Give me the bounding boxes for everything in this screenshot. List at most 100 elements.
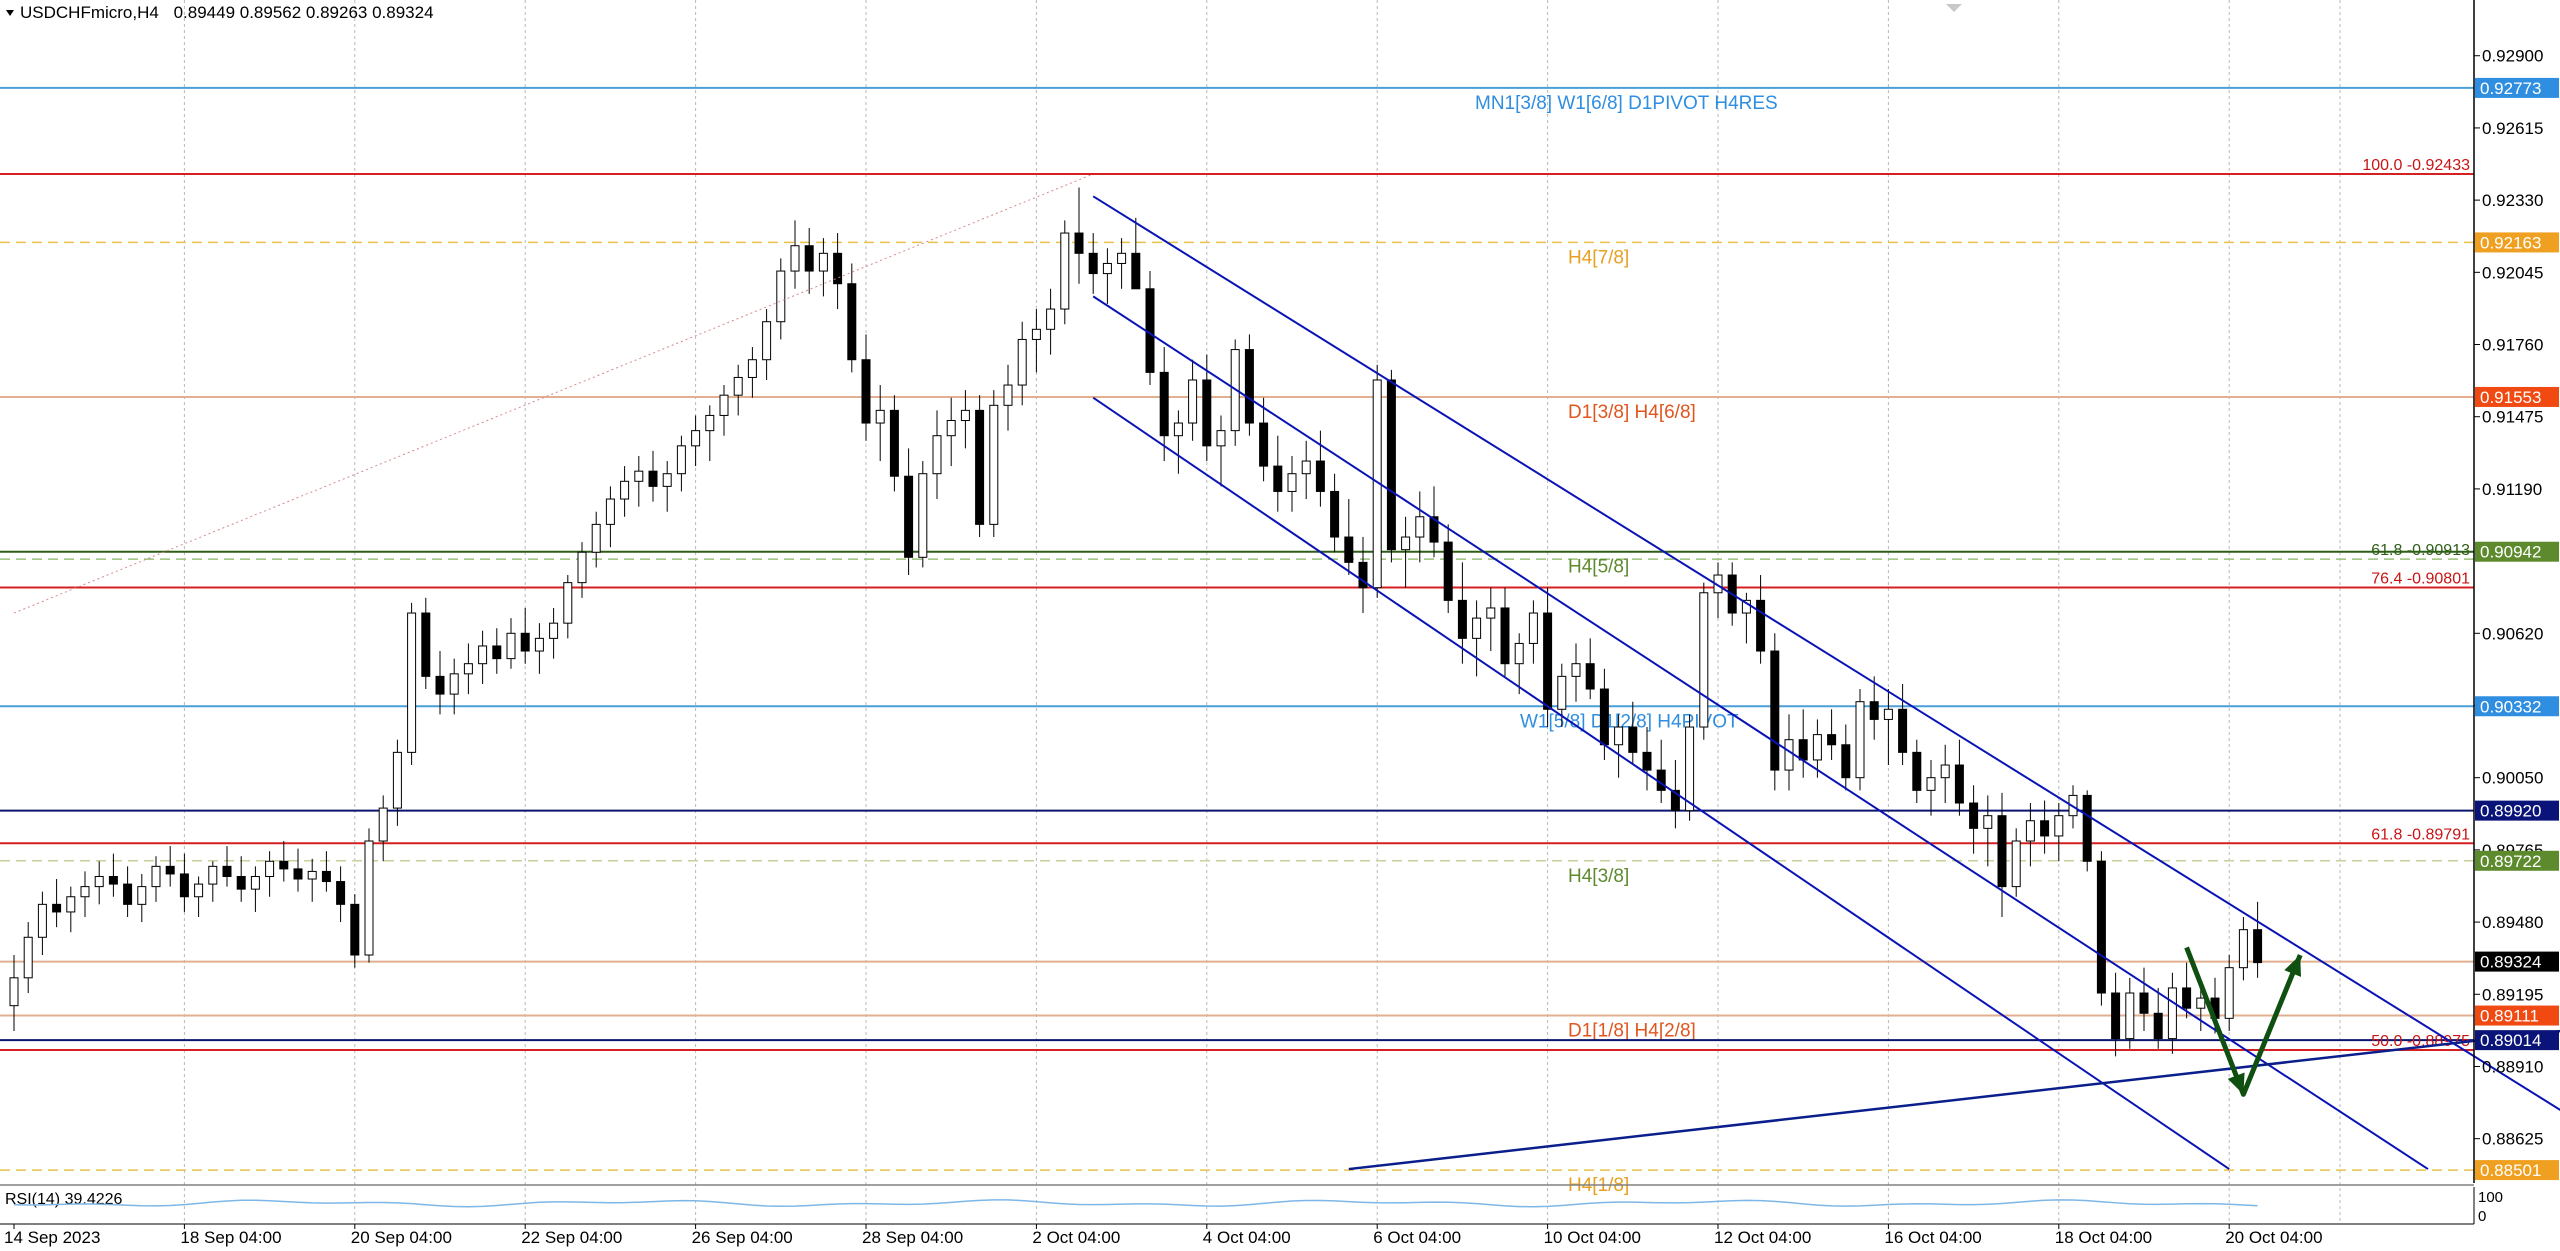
fibonacci-base-line: [13, 173, 1094, 614]
level-label: MN1[3/8] W1[6/8] D1PIVOT H4RES: [1475, 93, 1778, 114]
candle-bull: [407, 612, 417, 753]
level-label: H4[3/8]: [1568, 866, 1629, 887]
candle-bull: [776, 270, 786, 323]
candle-bull: [1060, 232, 1070, 310]
candle-bear: [1642, 751, 1652, 771]
price-tag-label: 0.91553: [2480, 388, 2541, 407]
price-tick-label: 0.92045: [2482, 263, 2543, 282]
candle-bear: [833, 252, 843, 285]
candle-bull: [1216, 430, 1226, 447]
price-tag-label: 0.92163: [2480, 233, 2541, 252]
candle-bear: [179, 873, 189, 898]
candle-bull: [1486, 607, 1496, 619]
candle-bull: [1926, 777, 1936, 791]
price-tag: [2475, 850, 2559, 871]
candle-bull: [932, 435, 942, 475]
candle-bull: [1514, 642, 1524, 665]
candle-bull: [307, 870, 317, 880]
time-tick-label: 6 Oct 04:00: [1373, 1228, 1461, 1247]
fib-level-label: 100.0 -0.92433: [2362, 157, 2470, 174]
price-tag-label: 0.90942: [2480, 543, 2541, 562]
candle-bear: [2182, 987, 2192, 1009]
time-tick-label: 18 Oct 04:00: [2055, 1228, 2152, 1247]
candle-bull: [534, 637, 544, 652]
candle-bull: [634, 470, 644, 482]
fib-level-label: 61.8 -0.90913: [2371, 542, 2470, 559]
candle-bear: [236, 875, 246, 890]
candle-bull: [549, 622, 559, 639]
price-tag: [2475, 696, 2559, 717]
candle-bear: [1244, 349, 1254, 424]
candle-bull: [2196, 997, 2206, 1009]
candle-bear: [1841, 744, 1851, 779]
candle-bull: [762, 321, 772, 361]
candle-bear: [2082, 794, 2092, 862]
candle-bull: [1301, 460, 1311, 475]
level-label: H4[5/8]: [1568, 557, 1629, 578]
candle-bull: [1557, 675, 1567, 710]
candles: [9, 187, 2263, 1057]
candle-bull: [1031, 328, 1041, 340]
candle-bull: [918, 473, 928, 558]
candle-bear: [1599, 688, 1609, 746]
candle-bear: [1869, 701, 1879, 720]
candle-bull: [1003, 384, 1013, 406]
arrow-head: [2284, 955, 2301, 977]
candle-bull: [1940, 764, 1950, 779]
rsi-scale-top: 100: [2478, 1189, 2503, 1206]
candle-bull: [1883, 708, 1893, 720]
price-tick-label: 0.91475: [2482, 408, 2543, 427]
candle-bull: [591, 523, 601, 553]
candle-bear: [421, 612, 431, 677]
candle-bull: [378, 807, 388, 842]
candle-bull: [2125, 992, 2135, 1040]
candle-bull: [1855, 701, 1865, 779]
candle-bear: [1543, 612, 1553, 710]
candle-bull: [960, 409, 970, 422]
candle-bull: [463, 663, 473, 675]
candle-bull: [946, 420, 956, 437]
candle-bull: [1046, 308, 1056, 330]
price-tag-label: 0.89324: [2480, 953, 2541, 972]
candle-bear: [2253, 929, 2263, 964]
dropdown-triangle-icon[interactable]: [6, 10, 14, 16]
candle-bull: [94, 875, 104, 888]
candle-bull: [1699, 592, 1709, 728]
candle-bear: [1202, 379, 1212, 447]
fib-level-label: 76.4 -0.90801: [2371, 570, 2470, 587]
candle-bear: [1358, 561, 1368, 589]
time-tick-label: 16 Oct 04:00: [1884, 1228, 1981, 1247]
time-tick-label: 10 Oct 04:00: [1544, 1228, 1641, 1247]
price-tick-label: 0.90620: [2482, 624, 2543, 643]
time-tick-label: 26 Sep 04:00: [692, 1228, 793, 1247]
candle-bull: [506, 632, 516, 660]
candle-bear: [293, 868, 303, 880]
candle-bear: [1443, 541, 1453, 601]
candle-bear: [2153, 1012, 2163, 1040]
candle-bear: [889, 409, 899, 477]
candle-bull: [705, 414, 715, 432]
level-label: H4[7/8]: [1568, 247, 1629, 268]
candle-bear: [1670, 789, 1680, 812]
candle-bear: [1315, 460, 1325, 492]
candle-bull: [478, 645, 488, 665]
candle-bear: [1259, 422, 1269, 467]
candle-bull: [1571, 663, 1581, 677]
time-tick-label: 28 Sep 04:00: [862, 1228, 963, 1247]
candle-bull: [1472, 617, 1482, 639]
price-tick-label: 0.91190: [2482, 480, 2542, 499]
candle-bull: [137, 886, 147, 905]
candle-bear: [1954, 764, 1964, 804]
price-tag-label: 0.89722: [2480, 852, 2541, 871]
candle-bear: [1344, 536, 1354, 563]
candle-bull: [1983, 815, 1993, 829]
candle-bear: [861, 359, 871, 424]
candle-bear: [1457, 599, 1467, 639]
candle-bull: [1401, 536, 1411, 551]
channel-line-upper: [1092, 195, 2560, 1111]
candle-bull: [1188, 379, 1198, 424]
candle-bear: [2040, 820, 2050, 837]
